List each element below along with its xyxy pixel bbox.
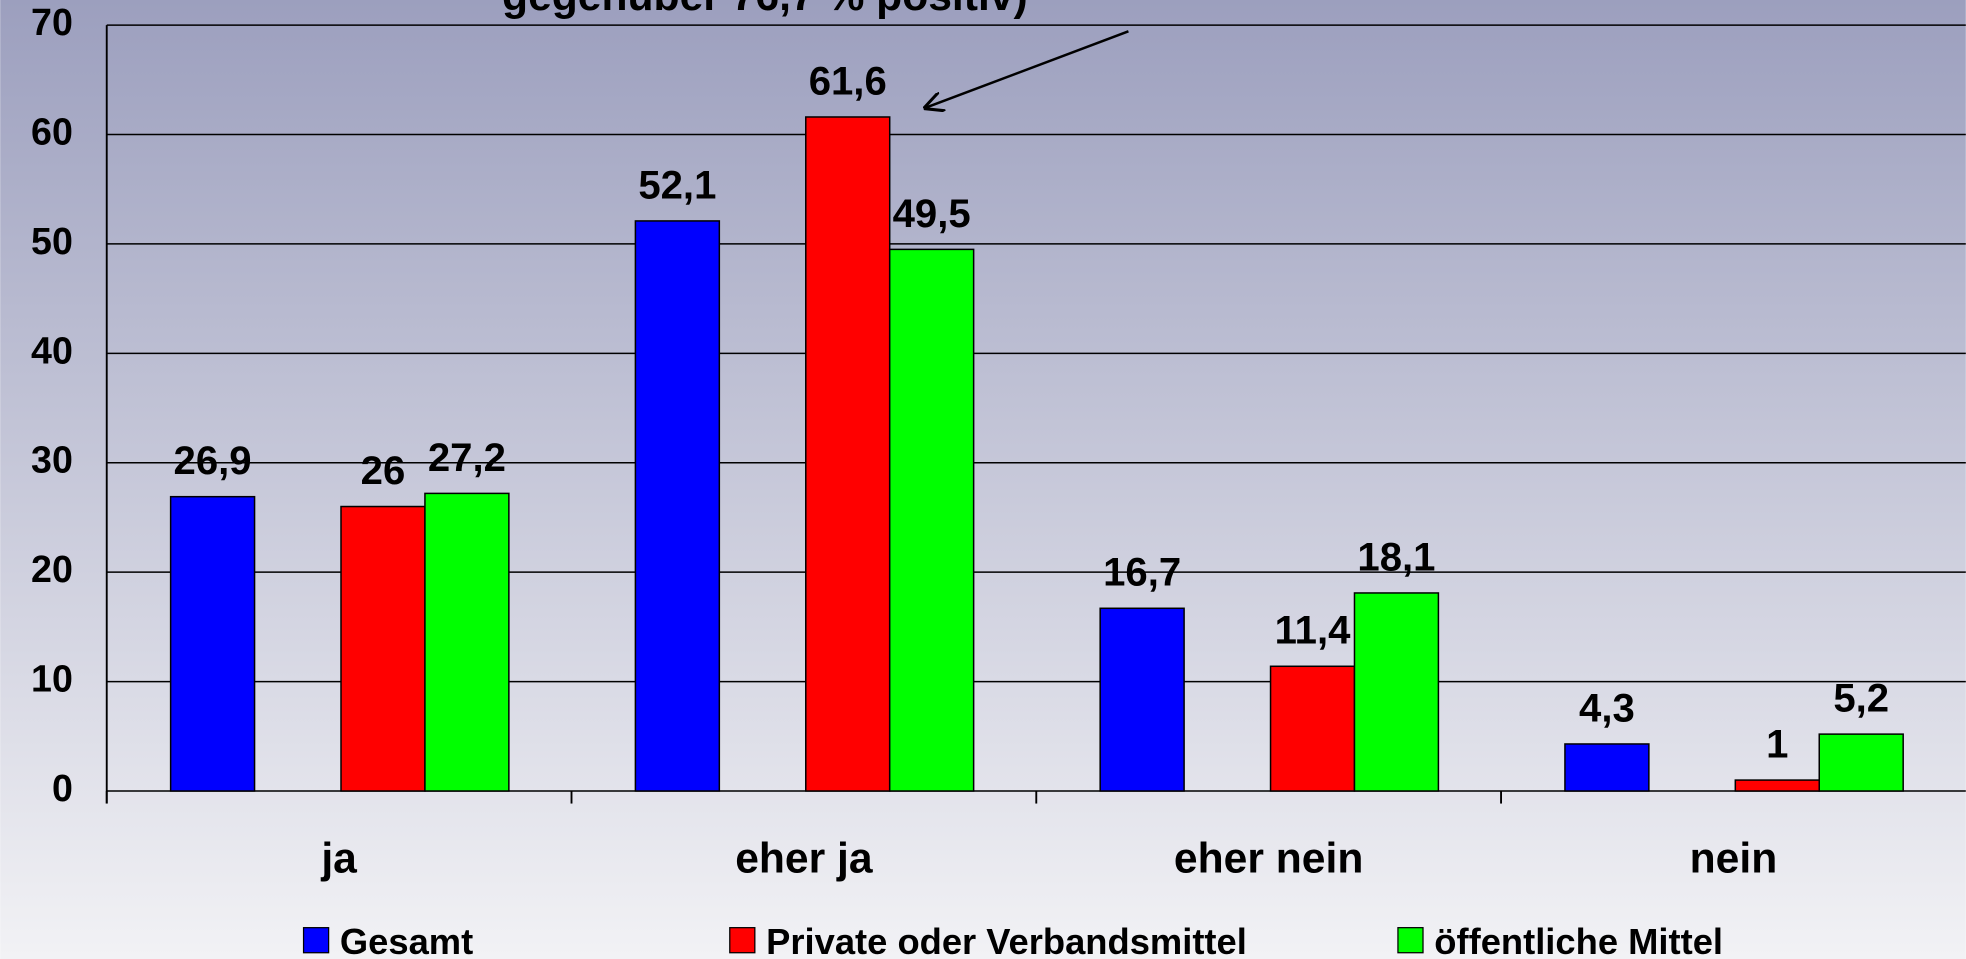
bar: [1269, 665, 1356, 792]
bar: [805, 116, 891, 792]
bar: [1564, 743, 1650, 792]
bar: [1099, 607, 1185, 792]
data-label: 49,5: [893, 192, 971, 236]
data-label: 26: [361, 449, 406, 493]
y-tick-label: 70: [31, 1, 73, 43]
bar: [1353, 592, 1440, 792]
y-tick-label: 20: [31, 548, 73, 590]
annotation: gegenüber 76,7 % positiv): [502, 0, 1028, 20]
x-tick-label: eher ja: [735, 835, 873, 883]
y-tick-label: 30: [31, 439, 73, 481]
data-label: 5,2: [1833, 677, 1889, 721]
data-label: 26,9: [174, 439, 252, 483]
y-tick-label: 40: [31, 329, 73, 371]
x-tick-label: eher nein: [1174, 835, 1363, 883]
bar: [424, 492, 510, 792]
y-tick-label: 0: [52, 767, 73, 809]
legend-label: Private oder Verbandsmittel: [766, 921, 1247, 959]
bar: [634, 220, 721, 792]
data-label: 18,1: [1357, 535, 1435, 579]
annotation-arrow: [925, 30, 1129, 107]
legend-label: öffentliche Mittel: [1434, 921, 1723, 959]
y-tick-label: 60: [31, 110, 73, 152]
data-label: 16,7: [1103, 551, 1181, 595]
data-label: 1: [1766, 723, 1788, 767]
bar: [169, 495, 256, 792]
legend-swatch: [302, 927, 330, 954]
x-tick-label: ja: [320, 835, 357, 883]
data-label: 27,2: [428, 436, 506, 480]
bar: [1734, 779, 1820, 792]
bar: [1818, 733, 1904, 792]
legend-swatch: [729, 927, 756, 954]
data-label: 4,3: [1579, 686, 1635, 730]
legend-label: Gesamt: [340, 921, 473, 959]
bar: [340, 505, 426, 792]
y-tick-label: 10: [31, 658, 73, 700]
data-label: 52,1: [638, 163, 716, 207]
bar: [888, 248, 975, 792]
legend-swatch: [1397, 927, 1424, 954]
x-tick-label: nein: [1690, 835, 1778, 883]
data-label: 11,4: [1275, 609, 1352, 653]
data-label: 61,6: [809, 59, 887, 103]
y-tick-label: 50: [31, 220, 73, 262]
